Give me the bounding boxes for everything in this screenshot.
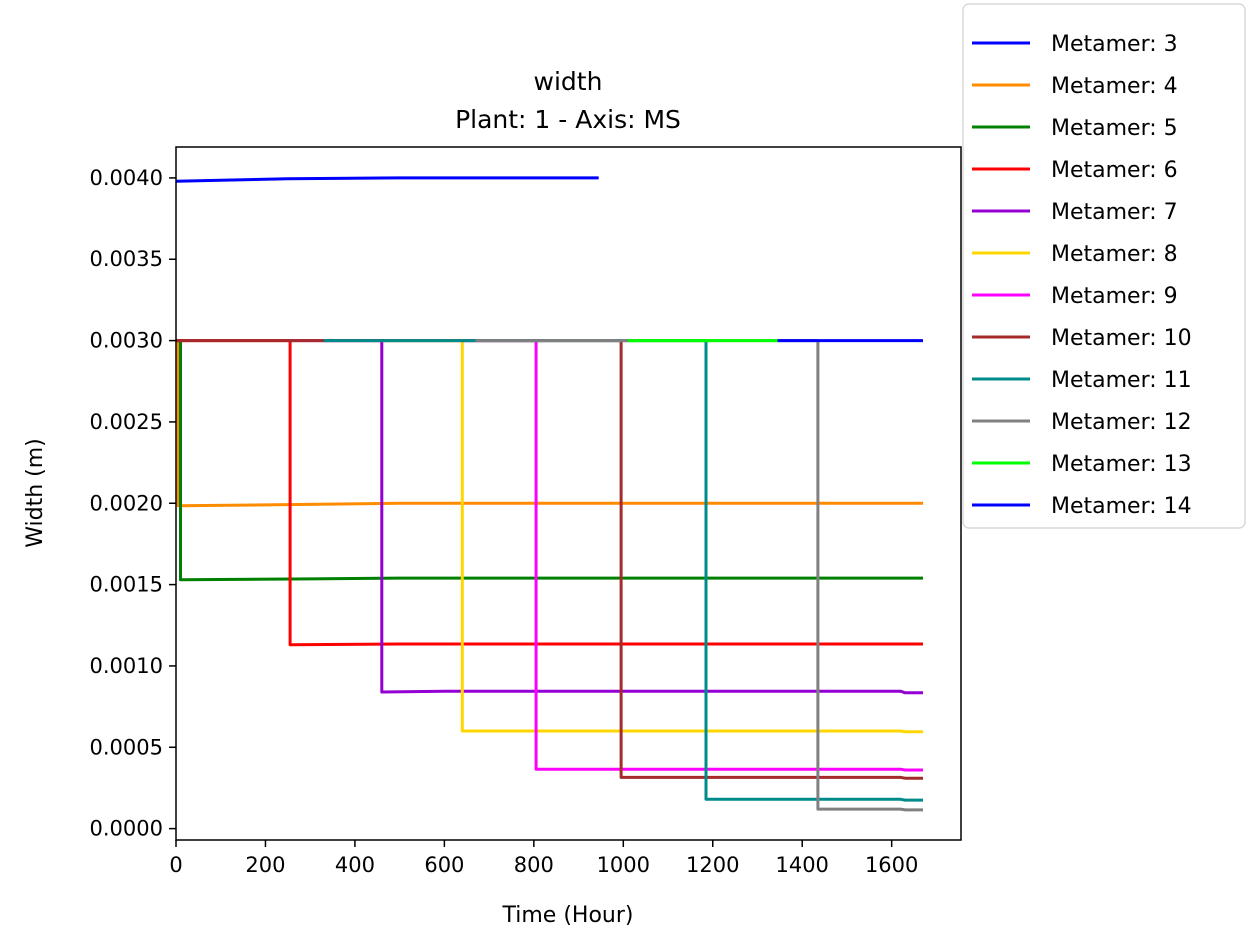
legend-box: [962, 3, 1246, 529]
x-tick-label: 1200: [686, 853, 739, 877]
y-tick-label: 0.0010: [90, 654, 163, 678]
axis-ticks: 0 200 400 600 800 1000 1200 1400 1600 0.0000 0.000…: [90, 166, 919, 877]
chart-title: width: [534, 67, 603, 96]
y-tick-label: 0.0035: [90, 247, 163, 271]
legend-label: Metamer: 9: [1051, 284, 1178, 309]
y-tick-label: 0.0005: [90, 735, 163, 759]
x-tick-label: 0: [169, 853, 182, 877]
legend-label: Metamer: 8: [1051, 242, 1178, 267]
legend: Metamer: 3 Metamer: 4 Metamer: 5 Metamer: 6…: [962, 3, 1246, 529]
x-tick-label: 1600: [865, 853, 918, 877]
x-tick-label: 400: [335, 853, 375, 877]
legend-label: Metamer: 13: [1051, 452, 1192, 477]
y-tick-label: 0.0040: [90, 166, 163, 190]
legend-label: Metamer: 11: [1051, 368, 1192, 393]
x-tick-label: 800: [514, 853, 554, 877]
plot-lines: [176, 176, 923, 812]
legend-label: Metamer: 14: [1051, 494, 1192, 519]
y-tick-label: 0.0015: [90, 573, 163, 597]
x-tick-label: 200: [245, 853, 285, 877]
x-axis-label: Time (Hour): [502, 903, 634, 928]
legend-label: Metamer: 5: [1051, 116, 1178, 141]
y-tick-label: 0.0000: [90, 817, 163, 841]
legend-label: Metamer: 3: [1051, 32, 1178, 57]
x-tick-label: 600: [424, 853, 464, 877]
x-tick-label: 1000: [597, 853, 650, 877]
y-tick-label: 0.0025: [90, 410, 163, 434]
series-line-metamer-3: [176, 176, 599, 183]
legend-label: Metamer: 7: [1051, 200, 1178, 225]
legend-label: Metamer: 12: [1051, 410, 1192, 435]
x-tick-label: 1400: [775, 853, 828, 877]
plot-frame: [175, 146, 962, 841]
legend-label: Metamer: 6: [1051, 158, 1178, 183]
y-tick-label: 0.0020: [90, 491, 163, 515]
y-tick-label: 0.0030: [90, 329, 163, 353]
legend-label: Metamer: 10: [1051, 326, 1192, 351]
y-axis-label: Width (m): [23, 438, 48, 548]
chart-subtitle: Plant: 1 - Axis: MS: [455, 105, 681, 134]
legend-label: Metamer: 4: [1051, 74, 1178, 99]
